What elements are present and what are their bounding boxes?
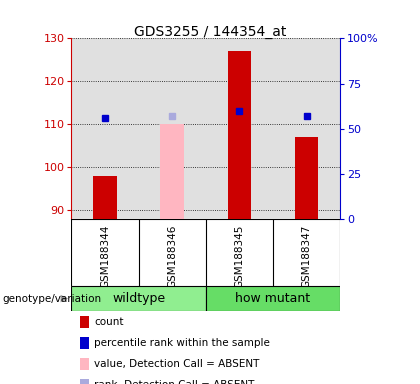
Text: how mutant: how mutant <box>236 292 310 305</box>
Text: GSM188344: GSM188344 <box>100 224 110 288</box>
Bar <box>160 124 184 219</box>
Text: GSM188347: GSM188347 <box>302 224 312 288</box>
Bar <box>228 51 251 219</box>
Text: rank, Detection Call = ABSENT: rank, Detection Call = ABSENT <box>94 380 255 384</box>
Bar <box>295 137 318 219</box>
Polygon shape <box>60 295 68 302</box>
Text: count: count <box>94 317 123 327</box>
Bar <box>93 176 117 219</box>
Text: value, Detection Call = ABSENT: value, Detection Call = ABSENT <box>94 359 260 369</box>
Text: GDS3255 / 144354_at: GDS3255 / 144354_at <box>134 25 286 39</box>
Text: genotype/variation: genotype/variation <box>2 293 101 304</box>
Bar <box>71 286 206 311</box>
Text: percentile rank within the sample: percentile rank within the sample <box>94 338 270 348</box>
Text: GSM188345: GSM188345 <box>234 224 244 288</box>
Text: GSM188346: GSM188346 <box>167 224 177 288</box>
Text: wildtype: wildtype <box>112 292 165 305</box>
Bar <box>206 286 340 311</box>
